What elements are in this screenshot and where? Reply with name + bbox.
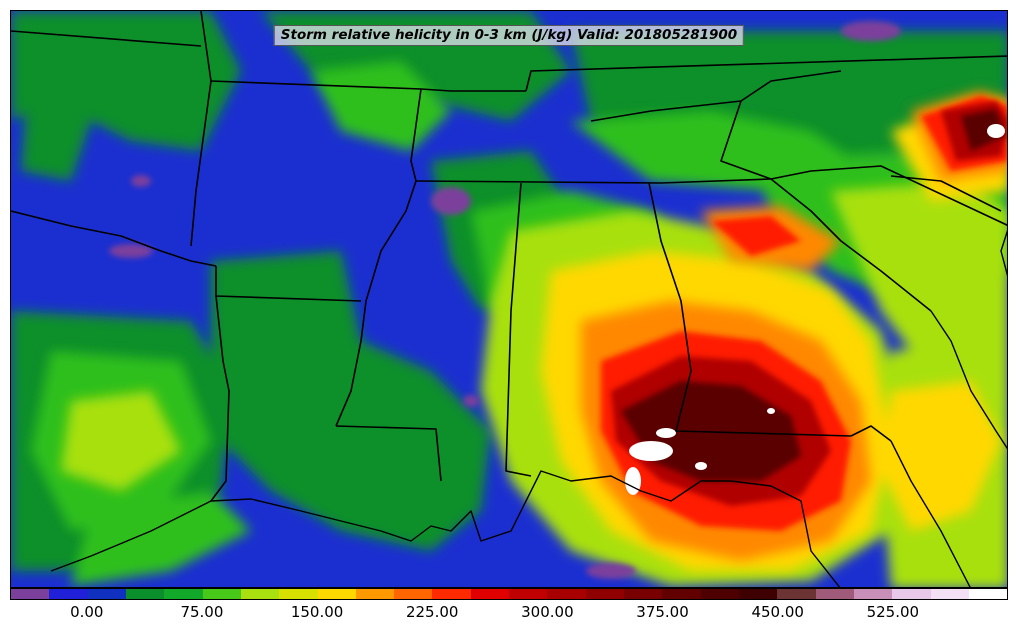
colorbar-tick-label: 75.00 — [180, 603, 224, 621]
colorbar-segment — [125, 589, 165, 599]
colorbar-segment — [662, 589, 701, 599]
colorbar-segment — [853, 589, 893, 599]
colorbar-segment — [394, 589, 433, 599]
colorbar-tick-label: 450.00 — [751, 603, 804, 621]
colorbar-segment — [892, 589, 931, 599]
colorbar — [10, 588, 1008, 600]
colorbar-ticks: 0.00 75.00 150.00 225.00 300.00 375.00 450.00 5… — [10, 603, 1008, 623]
colorbar-segment — [738, 589, 778, 599]
coastline — [50, 229, 1007, 587]
colorbar-segment — [279, 589, 318, 599]
colorbar-segment — [49, 589, 88, 599]
colorbar-segment — [240, 589, 280, 599]
white-spots — [625, 124, 1005, 495]
colorbar-segment — [470, 589, 510, 599]
colorbar-tick-label: 525.00 — [866, 603, 920, 621]
colorbar-segment — [164, 589, 203, 599]
colorbar-tick-label: 225.00 — [405, 603, 459, 621]
colorbar-segment — [968, 589, 1008, 599]
colorbar-segment — [87, 589, 126, 599]
colorbar-segment — [585, 589, 624, 599]
colorbar-tick-label: 300.00 — [521, 603, 574, 621]
colorbar-segment — [11, 589, 50, 599]
map-title: Storm relative helicity in 0-3 km (J/kg)… — [273, 25, 745, 46]
colorbar-segment — [700, 589, 739, 599]
colorbar-segment — [509, 589, 548, 599]
state-boundaries — [11, 11, 1007, 502]
purple-patches — [109, 21, 901, 579]
map-canvas — [11, 11, 1007, 587]
colorbar-tick-label: 0.00 — [70, 603, 104, 621]
helicity-map: Storm relative helicity in 0-3 km (J/kg)… — [10, 10, 1008, 588]
colorbar-tick-label: 375.00 — [636, 603, 689, 621]
colorbar-segment — [815, 589, 854, 599]
colorbar-segment — [355, 589, 395, 599]
colorbar-segment — [547, 589, 586, 599]
colorbar-segment — [930, 589, 969, 599]
colorbar-segment — [624, 589, 663, 599]
colorbar-segment — [777, 589, 816, 599]
colorbar-segment — [202, 589, 241, 599]
colorbar-tick-label: 150.00 — [290, 603, 344, 621]
colorbar-segment — [432, 589, 471, 599]
colorbar-segment — [317, 589, 356, 599]
